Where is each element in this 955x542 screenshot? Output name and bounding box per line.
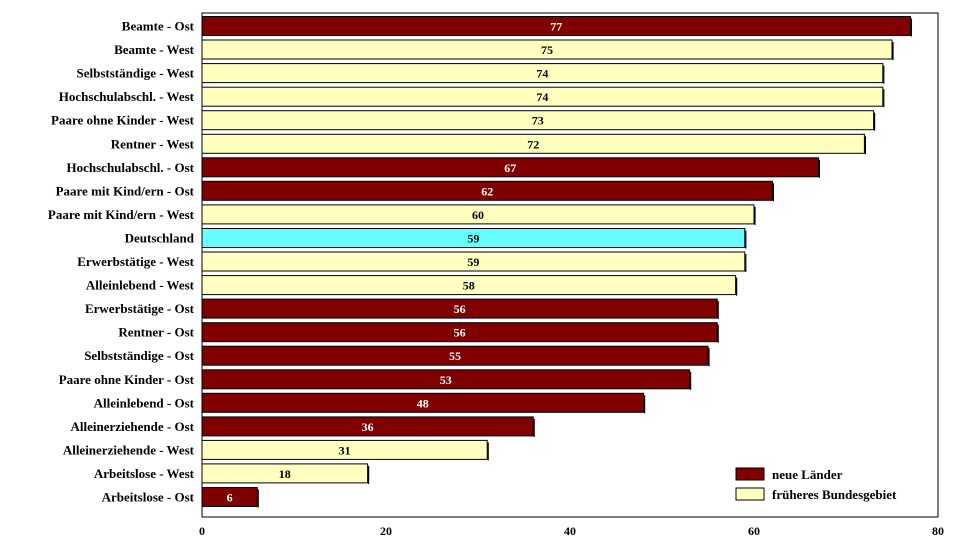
legend-label: neue Länder — [772, 467, 843, 482]
bar-paare-mit-kind-ern-west — [201, 204, 755, 225]
value-labels-group: 77 75 74 74 73 72 67 62 60 59 59 58 56 56 55 53 48 36 31 18… — [227, 20, 563, 505]
category-label: Paare ohne Kinder - Ost — [59, 372, 195, 387]
bar-paare-ohne-kinder-west — [201, 110, 875, 131]
legend-swatch-ost — [735, 467, 765, 481]
x-tick-label: 80 — [932, 524, 944, 538]
bar-beamte-west — [201, 39, 893, 60]
value-label: 74 — [536, 90, 548, 104]
legend-label: früheres Bundesgebiet — [772, 487, 897, 502]
value-label: 58 — [463, 279, 475, 293]
x-axis-ticks-group: 0 20 40 60 80 — [199, 524, 944, 538]
bars-group — [201, 16, 913, 508]
category-label: Alleinerziehende - West — [63, 442, 195, 457]
category-label: Erwerbstätige - West — [77, 254, 194, 269]
x-tick-label: 60 — [748, 524, 760, 538]
bar-selbstständige-ost — [201, 345, 709, 366]
category-label: Selbstständige - Ost — [84, 348, 194, 363]
category-label: Arbeitslose - West — [94, 466, 195, 481]
category-labels-group: Beamte - Ost Beamte - West Selbstständige … — [48, 19, 195, 505]
bar-deutschland — [201, 228, 746, 248]
bar-alleinlebend-ost — [201, 392, 645, 413]
value-label: 48 — [417, 396, 429, 410]
value-label: 75 — [541, 43, 553, 57]
bar-beamte-ost — [201, 16, 911, 36]
category-label: Rentner - Ost — [118, 325, 194, 340]
category-label: Alleinlebend - West — [86, 278, 195, 293]
bar-hochschulabschl-ost — [201, 157, 819, 178]
bar-arbeitslose-ost — [201, 487, 258, 507]
value-label: 56 — [454, 302, 466, 316]
legend: neue Länder früheres Bundesgebiet — [735, 467, 897, 502]
bar-alleinlebend-west — [201, 275, 737, 296]
value-label: 55 — [449, 349, 461, 363]
value-label: 56 — [454, 326, 466, 340]
value-label: 74 — [536, 67, 548, 81]
bar-rentner-west — [201, 133, 865, 154]
category-label: Hochschulabschl. - West — [59, 89, 195, 104]
value-label: 36 — [362, 420, 374, 434]
value-label: 67 — [504, 161, 516, 175]
category-label: Arbeitslose - Ost — [102, 490, 195, 505]
value-label: 59 — [467, 255, 479, 269]
bar-paare-mit-kind-ern-ost — [201, 180, 773, 201]
value-label: 31 — [339, 443, 351, 457]
bar-erwerbstätige-west — [201, 251, 746, 272]
category-label: Beamte - West — [114, 42, 195, 57]
category-label: Paare mit Kind/ern - West — [48, 207, 195, 222]
value-label: 59 — [467, 232, 479, 246]
bar-rentner-ost — [201, 322, 718, 343]
category-label: Deutschland — [125, 231, 195, 246]
category-label: Alleinerziehende - Ost — [71, 419, 195, 434]
bar-hochschulabschl-west — [201, 86, 884, 107]
value-label: 60 — [472, 208, 484, 222]
value-label: 6 — [227, 491, 233, 505]
x-tick-label: 20 — [380, 524, 392, 538]
value-label: 77 — [550, 20, 562, 34]
x-tick-label: 40 — [564, 524, 576, 538]
value-label: 18 — [279, 467, 291, 481]
value-label: 53 — [440, 373, 452, 387]
category-label: Hochschulabschl. - Ost — [67, 160, 195, 175]
bar-erwerbstätige-ost — [201, 298, 718, 319]
category-label: Alleinlebend - Ost — [94, 395, 195, 410]
bar-paare-ohne-kinder-ost — [201, 369, 691, 390]
category-label: Paare mit Kind/ern - Ost — [56, 183, 195, 198]
bar-arbeitslose-west — [201, 463, 369, 484]
category-label: Erwerbstätige - Ost — [85, 301, 195, 316]
legend-swatch-west — [735, 487, 765, 501]
category-label: Paare ohne Kinder - West — [51, 113, 195, 128]
x-tick-label: 0 — [199, 524, 205, 538]
bar-selbstständige-west — [201, 63, 884, 84]
category-label: Beamte - Ost — [122, 19, 195, 34]
bar-alleinerziehende-west — [201, 439, 488, 460]
category-label: Selbstständige - West — [77, 66, 195, 81]
category-label: Rentner - West — [111, 136, 195, 151]
value-label: 62 — [481, 184, 493, 198]
value-label: 73 — [532, 114, 544, 128]
value-label: 72 — [527, 137, 539, 151]
bar-alleinerziehende-ost — [201, 416, 534, 437]
